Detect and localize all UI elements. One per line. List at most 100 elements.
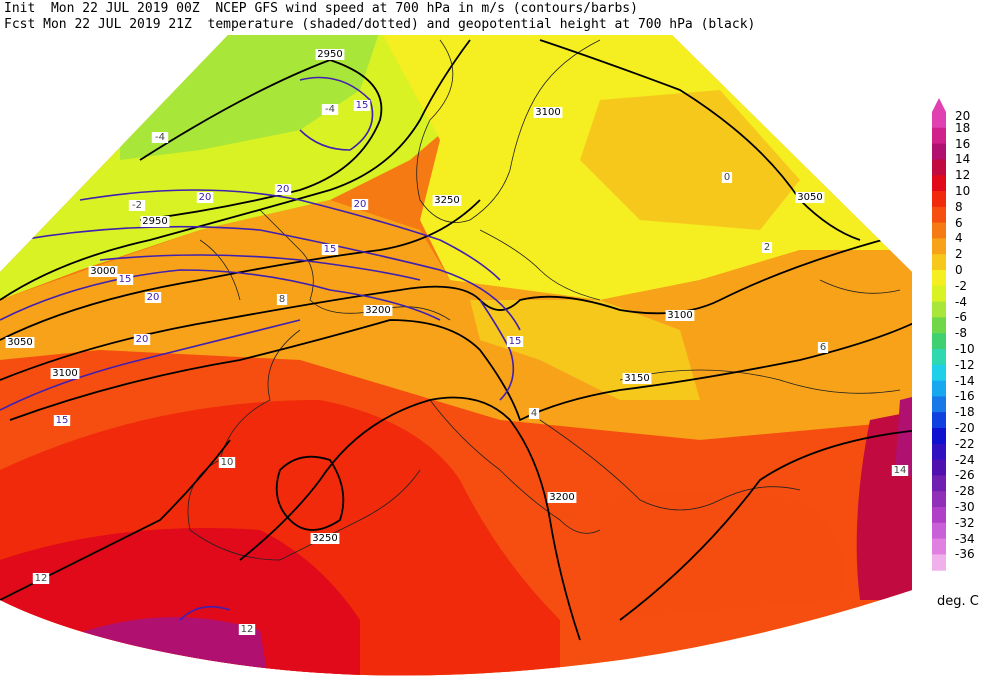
contour-label: 3100	[535, 107, 560, 118]
contour-label: 14	[894, 465, 907, 476]
contour-label: 2	[764, 242, 770, 253]
colorbar-swatch	[932, 333, 946, 350]
contour-label-box	[761, 242, 773, 253]
colorbar-label: -2	[955, 278, 967, 293]
colorbar-label: -8	[955, 326, 967, 341]
wind-contours	[0, 76, 521, 621]
colorbar-label: -6	[955, 310, 967, 325]
colorbar-label: 10	[955, 184, 971, 198]
contour-label-box	[50, 368, 80, 379]
contour-label-box	[528, 408, 540, 419]
colorbar-label: -30	[955, 500, 975, 514]
colorbar-label: 14	[955, 152, 971, 167]
contour-label-box	[321, 244, 339, 255]
colorbar-label: -26	[955, 468, 975, 483]
colorbar-swatch	[932, 412, 946, 429]
colorbar-swatch	[932, 191, 946, 208]
contour-label-box	[795, 192, 825, 203]
colorbar	[932, 98, 946, 571]
colorbar-swatch	[932, 443, 946, 461]
colorbar-swatch	[932, 317, 946, 334]
temperature-contour-labels: -4 -4 -2 0 2 4 6 8 10 12 12 14	[32, 104, 909, 635]
contour-label: -4	[155, 132, 165, 143]
colorbar-label: -18	[955, 405, 975, 420]
contour-label: 8	[279, 294, 285, 305]
colorbar-label: -36	[955, 547, 975, 562]
colorbar-swatch	[932, 538, 946, 555]
colorbar-label: -24	[955, 452, 975, 467]
colorbar-label: -12	[955, 357, 975, 372]
wind-contour-labels: 15 20 20 15 20 15 20 15 15 20	[53, 100, 524, 426]
colorbar-label: -10	[955, 342, 975, 356]
header-line-2: Fcst Mon 22 JUL 2019 21Z temperature (sh…	[4, 17, 756, 32]
colorbar-label: -16	[955, 389, 975, 404]
colorbar-label: 20	[955, 109, 971, 123]
header-line-1: Init Mon 22 JUL 2019 00Z NCEP GFS wind s…	[4, 1, 638, 16]
contour-label-box	[363, 305, 393, 316]
colorbar-swatch	[932, 254, 946, 271]
contour-label: 20	[277, 184, 290, 195]
colorbar-swatch	[932, 364, 946, 382]
contour-label: 20	[136, 334, 149, 345]
contour-label: 3100	[667, 310, 692, 321]
contour-label-box	[622, 373, 652, 384]
contour-label-box	[506, 336, 524, 347]
contour-label: 20	[199, 192, 212, 203]
contour-label: 3200	[549, 492, 574, 503]
contour-label: 15	[356, 100, 369, 111]
contour-label: 2950	[142, 216, 167, 227]
colorbar-swatch	[932, 270, 946, 287]
colorbar-swatch	[932, 301, 946, 318]
contour-label-box	[353, 100, 371, 111]
contour-label: 15	[509, 336, 522, 347]
contour-label-box	[321, 104, 339, 115]
contour-label: 15	[324, 244, 337, 255]
contour-label: 3200	[365, 305, 390, 316]
contour-label-box	[218, 457, 236, 468]
colorbar-swatch	[932, 285, 946, 303]
contour-label: 10	[221, 457, 234, 468]
colorbar-label: -22	[955, 436, 975, 451]
contour-label-box	[547, 492, 577, 503]
contour-label: 2950	[317, 49, 342, 60]
colorbar-label: 12	[955, 168, 971, 183]
colorbar-swatch	[932, 522, 946, 540]
colorbar-label: 6	[955, 215, 963, 230]
colorbar-label: -20	[955, 421, 975, 435]
contour-label: 12	[241, 624, 254, 635]
contour-label-box	[665, 310, 695, 321]
colorbar-swatch	[932, 127, 946, 145]
height-contours	[0, 39, 912, 641]
contour-label-box	[432, 195, 462, 206]
colorbar-label: 18	[955, 120, 971, 135]
contour-label-box	[891, 465, 909, 476]
colorbar-label: -32	[955, 515, 975, 530]
colorbar-unit: deg. C	[937, 594, 979, 609]
colorbar-swatch	[932, 222, 946, 239]
contour-label-box	[5, 337, 35, 348]
contour-label: 4	[531, 408, 537, 419]
contour-label: 3250	[434, 195, 459, 206]
contour-label-box	[310, 533, 340, 544]
contour-label-box	[196, 192, 214, 203]
colorbar-swatch	[932, 507, 946, 524]
colorbar-label: 0	[955, 263, 963, 277]
colorbar-swatch	[932, 238, 946, 255]
contour-label: 6	[820, 342, 826, 353]
colorbar-label: -4	[955, 294, 967, 309]
contour-label: 3050	[7, 337, 32, 348]
colorbar-label: -34	[955, 531, 975, 546]
contour-label-box	[274, 184, 292, 195]
colorbar-swatch	[932, 206, 946, 224]
contour-label-box	[144, 292, 162, 303]
colorbar-swatch	[932, 380, 946, 397]
colorbar-swatch	[932, 143, 946, 160]
colorbar-swatch	[932, 554, 946, 571]
colorbar-label: 4	[955, 231, 963, 246]
colorbar-label: -14	[955, 373, 975, 388]
contour-label-box	[276, 294, 288, 305]
contour-label: -2	[132, 200, 142, 211]
contour-label: 15	[119, 274, 132, 285]
colorbar-swatch	[932, 459, 946, 476]
contour-label-box	[533, 107, 563, 118]
